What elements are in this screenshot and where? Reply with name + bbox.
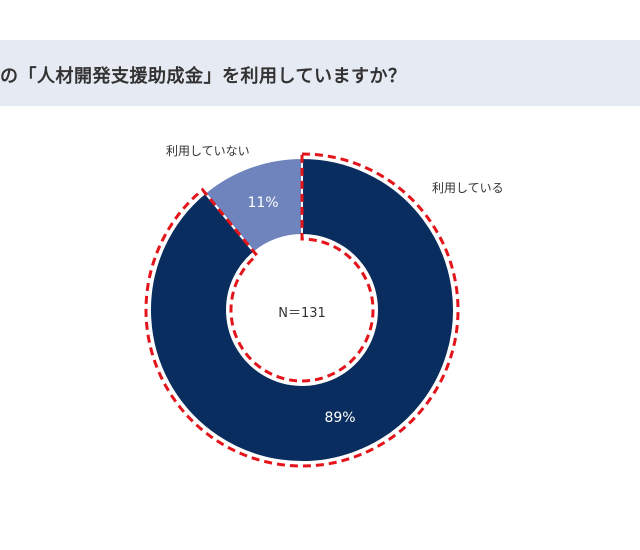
slice-value-label-not-used: 11% bbox=[247, 195, 278, 211]
legend-label-used: 利用している bbox=[432, 181, 504, 195]
question-banner: の「人材開発支援助成金」を利用していますか？ bbox=[0, 40, 640, 106]
slice-value-label-used: 89% bbox=[324, 410, 355, 426]
slices-layer bbox=[149, 156, 455, 463]
center-label-n: N＝131 bbox=[278, 306, 326, 321]
highlight-layer bbox=[144, 152, 460, 468]
legend-label-not-used: 利用していない bbox=[166, 144, 250, 158]
highlight-dashed-outline bbox=[144, 152, 460, 468]
donut-slice-0 bbox=[149, 156, 455, 463]
page-title: の「人材開発支援助成金」を利用していますか？ bbox=[0, 66, 407, 87]
